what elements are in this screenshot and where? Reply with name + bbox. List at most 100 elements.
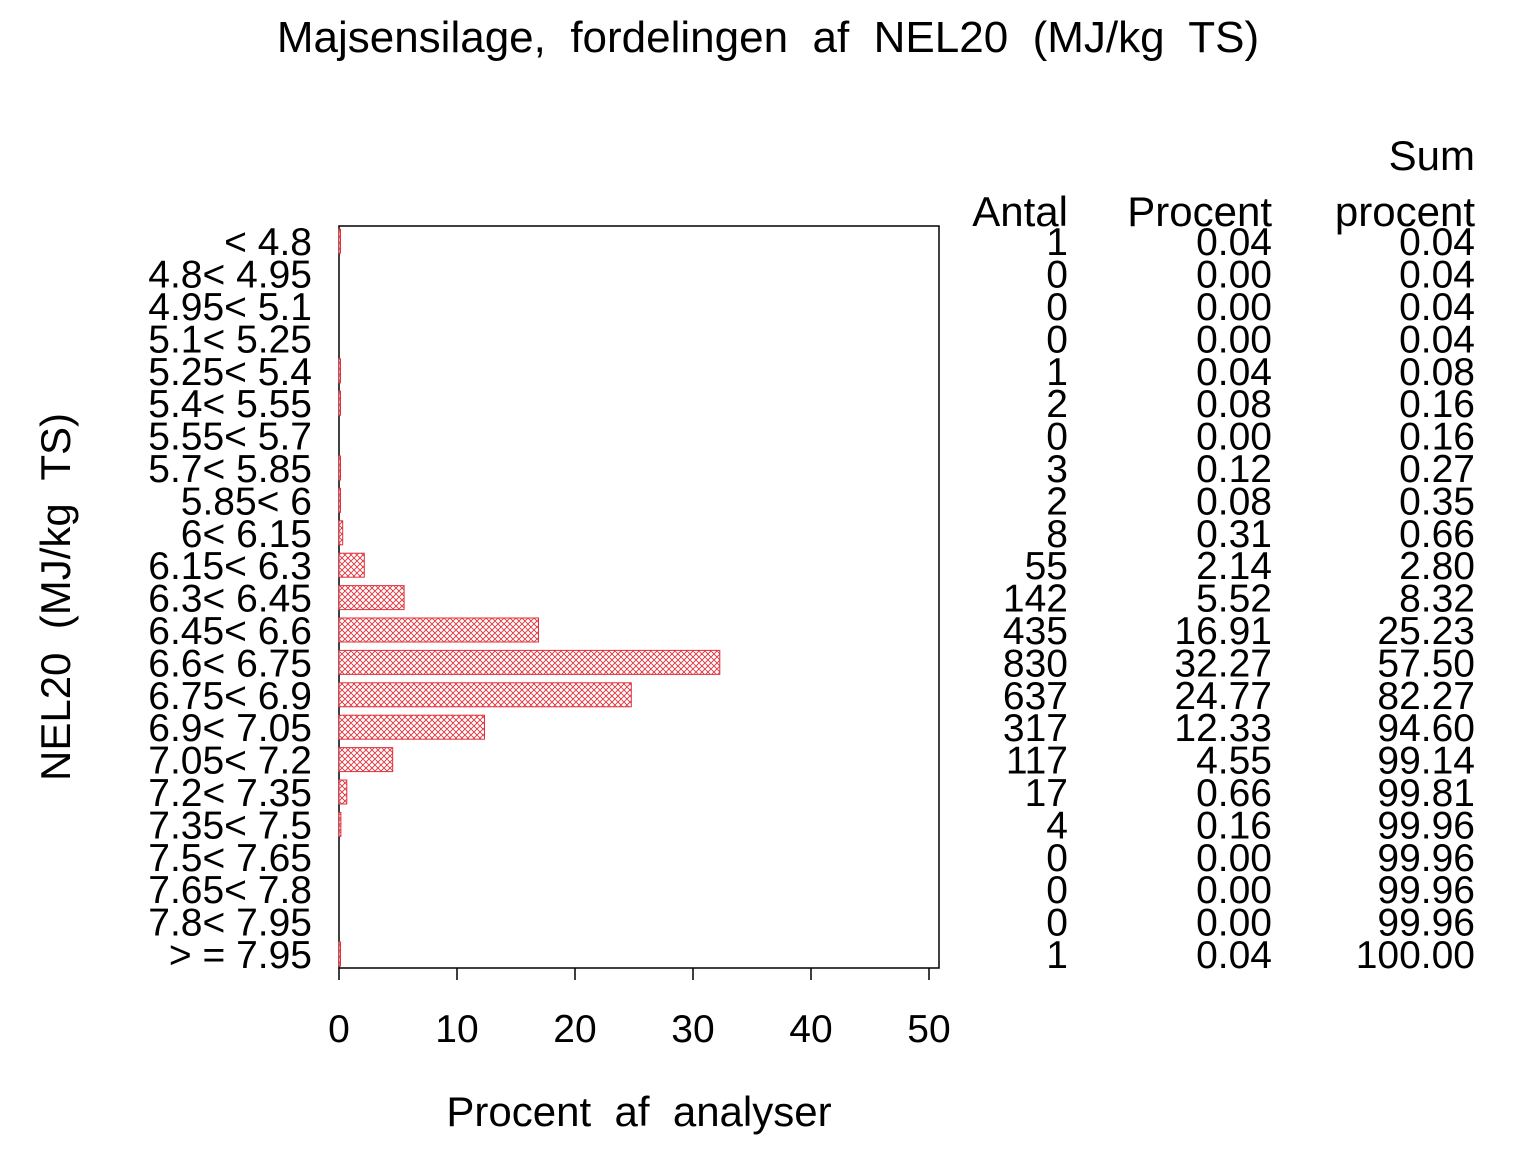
bar: [338, 682, 632, 708]
category-label: 6.3< 6.45: [148, 578, 312, 621]
table-cell-antal: 435: [1003, 610, 1068, 653]
category-label: 6.75< 6.9: [148, 675, 312, 718]
bar: [338, 649, 721, 675]
x-axis-ticks: 0 10 20 30 40 50: [328, 968, 951, 1051]
x-tick-label: 20: [553, 1008, 596, 1051]
table-cell-procent: 0.08: [1196, 383, 1272, 426]
table-cell-antal: 317: [1003, 707, 1068, 750]
table-cell-sum-procent: 94.60: [1377, 707, 1475, 750]
category-label: 5.25< 5.4: [148, 351, 312, 394]
table-cell-antal: 1: [1046, 221, 1068, 264]
category-label: 6.6< 6.75: [148, 642, 312, 685]
table-cell-procent: 0.04: [1196, 934, 1272, 977]
category-label: > = 7.95: [169, 934, 312, 977]
bar: [338, 358, 341, 384]
table-column-sum-procent: 0.040.040.040.040.080.160.160.270.350.66…: [1356, 221, 1475, 977]
table-cell-antal: 8: [1046, 513, 1068, 556]
category-label: 6.15< 6.3: [148, 545, 312, 588]
plot-frame: [338, 225, 940, 969]
table-cell-procent: 0.08: [1196, 480, 1272, 523]
table-cell-antal: 1: [1046, 351, 1068, 394]
bar: [338, 520, 344, 546]
table-cell-procent: 0.00: [1196, 902, 1272, 945]
x-tick-label: 30: [671, 1008, 714, 1051]
category-label: 5.85< 6: [181, 480, 312, 523]
table-cell-sum-procent: 0.35: [1399, 480, 1475, 523]
table-cell-antal: 17: [1025, 772, 1068, 815]
table-cell-sum-procent: 99.14: [1377, 740, 1475, 783]
table-cell-procent: 0.04: [1196, 351, 1272, 394]
table-cell-antal: 117: [1006, 740, 1068, 783]
category-label: 5.7< 5.85: [148, 448, 312, 491]
table-cell-procent: 0.04: [1196, 221, 1272, 264]
table-cell-antal: 3: [1046, 448, 1068, 491]
bars-group: [338, 228, 721, 967]
table-cell-antal: 0: [1046, 416, 1068, 459]
table-cell-procent: 0.00: [1196, 416, 1272, 459]
table-cell-antal: 1: [1046, 934, 1068, 977]
category-label: 5.55< 5.7: [148, 416, 312, 459]
x-tick-label: 0: [328, 1008, 350, 1051]
table-cell-antal: 0: [1046, 869, 1068, 912]
category-label: 7.8< 7.95: [148, 902, 312, 945]
table-cell-procent: 16.91: [1174, 610, 1272, 653]
table-cell-antal: 0: [1046, 902, 1068, 945]
table-cell-procent: 5.52: [1196, 578, 1272, 621]
table-cell-sum-procent: 99.96: [1377, 804, 1475, 847]
table-cell-procent: 0.16: [1196, 804, 1272, 847]
table-cell-procent: 4.55: [1196, 740, 1272, 783]
bar: [338, 228, 341, 254]
table-cell-sum-procent: 0.08: [1399, 351, 1475, 394]
category-label: 7.2< 7.35: [148, 772, 312, 815]
table-cell-antal: 2: [1046, 383, 1068, 426]
table-cell-sum-procent: 99.96: [1377, 902, 1475, 945]
bar: [338, 455, 341, 481]
x-axis-title: Procent af analyser: [446, 1088, 831, 1135]
table-cell-antal: 830: [1003, 642, 1068, 685]
bar: [338, 811, 342, 837]
table-cell-sum-procent: 0.04: [1399, 286, 1475, 329]
table-cell-sum-procent: 99.81: [1377, 772, 1475, 815]
table-cell-sum-procent: 0.04: [1399, 221, 1475, 264]
x-tick-label: 50: [907, 1008, 950, 1051]
y-axis-title: NEL20 (MJ/kg TS): [32, 413, 79, 781]
table-header-antal: Antal: [972, 188, 1068, 235]
category-label: 7.35< 7.5: [148, 804, 312, 847]
category-label: 7.65< 7.8: [148, 869, 312, 912]
table-cell-sum-procent: 8.32: [1399, 578, 1475, 621]
table-cell-procent: 0.12: [1196, 448, 1272, 491]
table-cell-sum-procent: 100.00: [1356, 934, 1475, 977]
table-cell-sum-procent: 0.66: [1399, 513, 1475, 556]
table-cell-sum-procent: 25.23: [1377, 610, 1475, 653]
bar: [338, 714, 485, 740]
table-cell-antal: 4: [1046, 804, 1068, 847]
table-cell-sum-procent: 0.04: [1399, 254, 1475, 297]
category-label: 5.1< 5.25: [148, 318, 312, 361]
table-cell-antal: 142: [1003, 578, 1068, 621]
table-cell-antal: 0: [1046, 837, 1068, 880]
category-label: 7.5< 7.65: [148, 837, 312, 880]
table-cell-sum-procent: 82.27: [1377, 675, 1475, 718]
bar: [338, 779, 348, 805]
category-label: < 4.8: [224, 221, 312, 264]
table-cell-sum-procent: 0.16: [1399, 383, 1475, 426]
chart-title: Majsensilage, fordelingen af NEL20 (MJ/k…: [277, 13, 1259, 62]
table-cell-sum-procent: 0.27: [1399, 448, 1475, 491]
table-header-sum-top: Sum: [1389, 132, 1475, 179]
table-header-sum-bottom: procent: [1335, 188, 1475, 235]
bar: [338, 747, 394, 773]
bar: [338, 552, 365, 578]
table-cell-procent: 2.14: [1196, 545, 1272, 588]
table-cell-procent: 0.31: [1196, 513, 1272, 556]
category-label: 4.95< 5.1: [148, 286, 312, 329]
table-cell-antal: 0: [1046, 318, 1068, 361]
category-label: 4.8< 4.95: [148, 254, 312, 297]
table-cell-procent: 0.66: [1196, 772, 1272, 815]
table-cell-antal: 637: [1003, 675, 1068, 718]
table-cell-sum-procent: 99.96: [1377, 869, 1475, 912]
table-cell-sum-procent: 57.50: [1377, 642, 1475, 685]
category-label: 6.9< 7.05: [148, 707, 312, 750]
category-label: 7.05< 7.2: [148, 740, 312, 783]
table-cell-antal: 2: [1046, 480, 1068, 523]
